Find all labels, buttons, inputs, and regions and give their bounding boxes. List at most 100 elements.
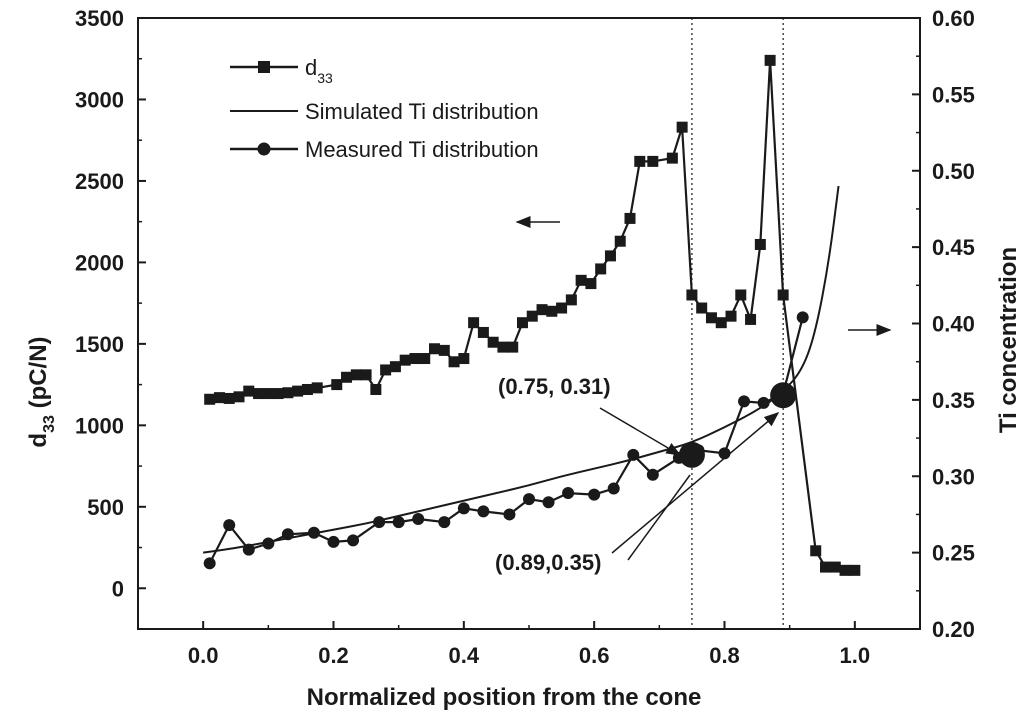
legend-marker-circle: [257, 142, 271, 156]
d33-point: [647, 155, 659, 167]
x-tick-label: 0.8: [709, 643, 740, 668]
y-left-tick-label: 2000: [75, 250, 124, 275]
d33-point: [487, 336, 499, 348]
measured-ti-point: [347, 534, 360, 547]
measured-ti-point: [307, 526, 320, 539]
x-axis-title: Normalized position from the cone: [307, 684, 702, 711]
d33-point: [341, 371, 353, 383]
annotation-pointer-2a: [611, 412, 780, 554]
y-right-tick-label: 0.35: [932, 388, 975, 413]
d33-point: [272, 388, 284, 400]
annotation-pointer-2b: [627, 474, 691, 561]
d33-point: [614, 235, 626, 247]
measured-ti-point: [646, 468, 659, 481]
d33-point: [213, 392, 225, 404]
y-left-tick-label: 2500: [75, 169, 124, 194]
d33-point: [282, 387, 294, 399]
measured-ti-point: [438, 516, 451, 529]
measured-ti-point: [757, 396, 770, 409]
d33-point: [301, 383, 313, 395]
d33-point: [585, 278, 597, 290]
y-left-tick-label: 0: [112, 576, 124, 601]
annotation-label-2: (0.89,0.35): [495, 550, 601, 575]
y-right-tick-label: 0.60: [932, 6, 975, 31]
d33-point: [448, 356, 460, 368]
legend-label-d33: d33: [305, 55, 333, 86]
measured-ti-point: [242, 543, 255, 556]
d33-point: [223, 392, 235, 404]
y-left-tick-label: 1500: [75, 332, 124, 357]
d33-point: [233, 391, 245, 403]
d33-point: [399, 354, 411, 366]
d33-point: [705, 312, 717, 324]
measured-ti-point: [607, 482, 620, 495]
d33-point: [380, 364, 392, 376]
y-right-tick-label: 0.45: [932, 235, 975, 260]
measured-ti-distribution-line: [208, 317, 804, 564]
d33-point: [253, 388, 265, 400]
d33-point: [754, 238, 766, 250]
y-left-tick-label: 3000: [75, 87, 124, 112]
d33-point: [820, 561, 832, 573]
d33-point: [409, 353, 421, 365]
d33-point: [429, 343, 441, 355]
measured-ti-point: [477, 505, 490, 518]
d33-point: [546, 305, 558, 317]
measured-ti-point: [203, 557, 216, 570]
d33-point: [725, 310, 737, 322]
d33-point: [360, 369, 372, 381]
y-right-tick-label: 0.30: [932, 464, 975, 489]
x-tick-label: 0.4: [449, 643, 480, 668]
annotation-label-1: (0.75, 0.31): [498, 374, 611, 399]
measured-ti-point: [327, 535, 340, 548]
measured-ti-point: [392, 516, 405, 529]
measured-ti-point: [562, 487, 575, 500]
y-right-tick-label: 0.20: [932, 617, 975, 642]
d33-point: [556, 302, 568, 314]
d33-point: [350, 369, 362, 381]
x-tick-label: 0.2: [318, 643, 349, 668]
y-right-tick-label: 0.55: [932, 82, 975, 107]
highlight-point: [678, 441, 705, 468]
d33-point: [477, 326, 489, 338]
y-left-tick-label: 500: [87, 495, 124, 520]
y-left-tick-label: 3500: [75, 6, 124, 31]
d33-point: [839, 564, 851, 576]
measured-ti-point: [223, 519, 236, 532]
measured-ti-point: [523, 493, 535, 506]
d33-point: [497, 341, 509, 353]
d33-point: [419, 353, 431, 365]
d33-point: [575, 274, 587, 286]
measured-ti-point: [738, 395, 751, 408]
d33-point: [292, 385, 304, 397]
d33-point: [243, 385, 255, 397]
measured-ti-point: [588, 488, 601, 501]
d33-point: [634, 155, 646, 167]
d33-point: [764, 54, 776, 66]
d33-point: [686, 289, 698, 301]
d33-point: [507, 341, 519, 353]
measured-ti-point: [542, 496, 555, 509]
measured-ti-point: [262, 537, 275, 550]
y-left-tick-label: 1000: [75, 413, 124, 438]
legend-label-simulated: Simulated Ti distribution: [305, 99, 539, 124]
d33-point: [849, 564, 861, 576]
y-axis-right-title: Ti concentration: [995, 247, 1022, 433]
x-tick-label: 1.0: [840, 643, 871, 668]
d33-point: [565, 294, 577, 306]
d33-point: [745, 313, 757, 325]
d33-point: [516, 317, 528, 329]
d33-point: [696, 302, 708, 314]
d33-point: [536, 304, 548, 316]
legend: d33 Simulated Ti distribution Measured T…: [230, 55, 539, 162]
measured-ti-point: [796, 311, 809, 324]
highlight-point: [770, 382, 797, 409]
y-right-tick-label: 0.25: [932, 541, 975, 566]
d33-point: [262, 388, 274, 400]
d33-point: [735, 289, 747, 301]
d33-point: [458, 353, 470, 365]
d33-point: [829, 561, 841, 573]
d33-point: [777, 289, 789, 301]
measured-ti-point: [457, 502, 470, 515]
